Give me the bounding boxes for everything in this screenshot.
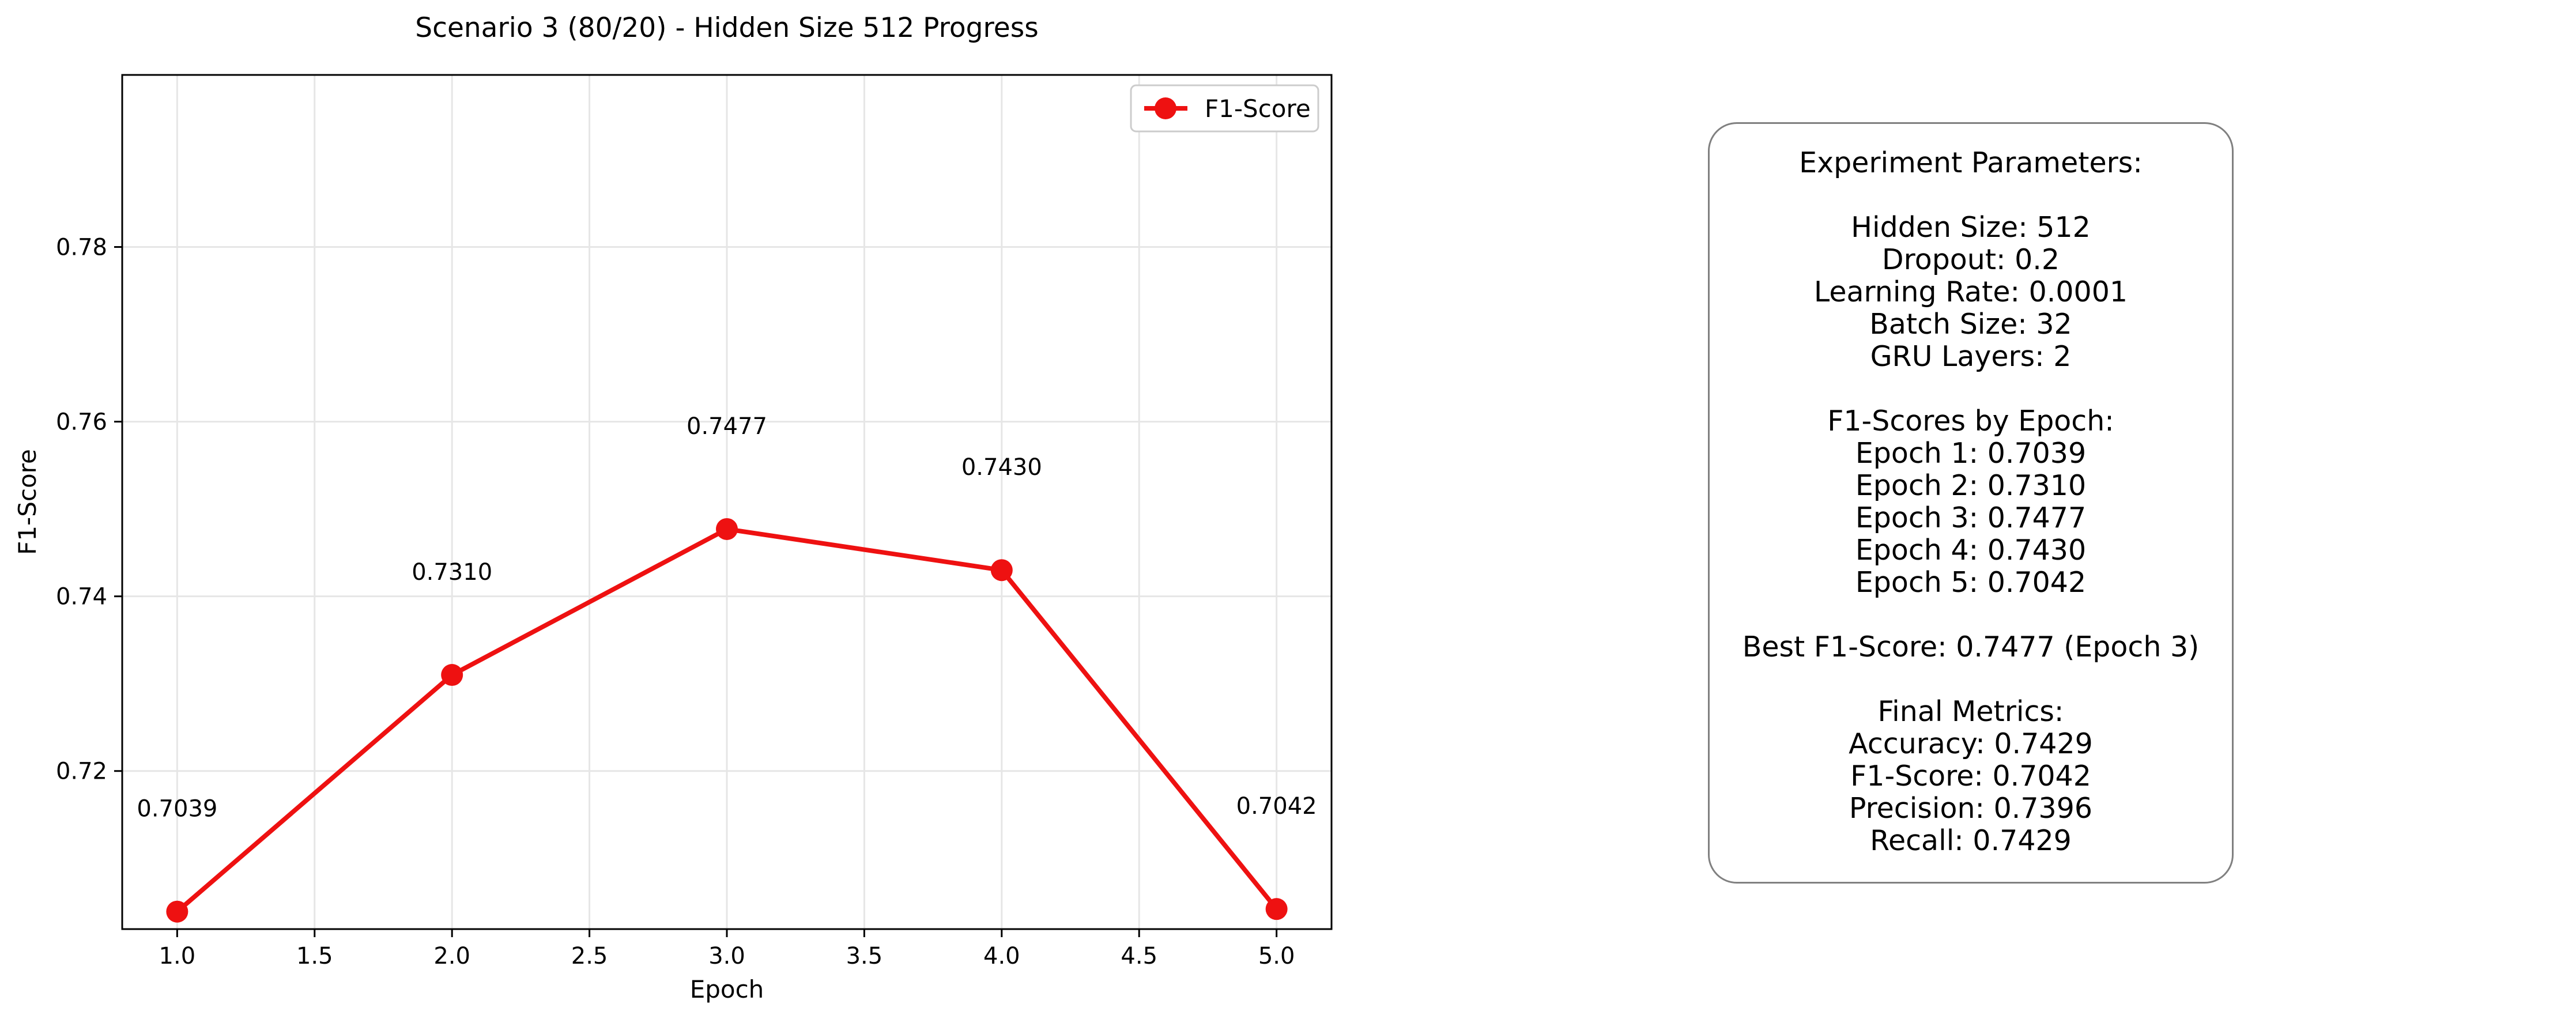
metric-recall: Recall: 0.7429 — [1870, 824, 2072, 857]
param-hidden-size: Hidden Size: 512 — [1851, 211, 2091, 244]
y-tick-label: 0.74 — [56, 584, 107, 610]
params-title: Experiment Parameters: — [1799, 146, 2143, 179]
data-label: 0.7310 — [412, 559, 492, 586]
chart-title: Scenario 3 (80/20) - Hidden Size 512 Pro… — [415, 12, 1038, 44]
axes: 1.0 1.5 2.0 2.5 3.0 3.5 4.0 4.5 5.0 0.72 0.74 0.76 0… — [56, 74, 1333, 969]
epoch-score: Epoch 1: 0.7039 — [1855, 437, 2087, 470]
data-label: 0.7477 — [687, 413, 767, 440]
x-tick-label: 2.0 — [433, 943, 470, 969]
param-learning-rate: Learning Rate: 0.0001 — [1813, 275, 2128, 308]
x-tick-label: 5.0 — [1258, 943, 1295, 969]
f1-by-epoch-heading: F1-Scores by Epoch: — [1827, 405, 2114, 437]
metric-precision: Precision: 0.7396 — [1849, 792, 2093, 825]
x-tick-label: 1.0 — [159, 943, 196, 969]
series-f1-score — [166, 518, 1288, 923]
y-tick-label: 0.72 — [56, 758, 107, 785]
legend-frame — [1130, 84, 1319, 133]
epoch-score: Epoch 4: 0.7430 — [1855, 534, 2087, 567]
epoch-score: Epoch 3: 0.7477 — [1855, 501, 2087, 534]
x-axis-label: Epoch — [690, 975, 764, 1003]
x-tick-label: 3.0 — [708, 943, 745, 969]
y-tick-label: 0.78 — [56, 235, 107, 261]
spacer — [1710, 179, 2232, 212]
x-tick-label: 4.5 — [1121, 943, 1157, 969]
data-label: 0.7042 — [1236, 793, 1317, 820]
experiment-parameters-panel: Experiment Parameters: Hidden Size: 512 … — [1708, 122, 2234, 884]
spacer — [1710, 373, 2232, 405]
metric-f1-score: F1-Score: 0.7042 — [1850, 760, 2091, 792]
x-tick-label: 2.5 — [571, 943, 608, 969]
y-axis-label: F1-Score — [13, 449, 42, 555]
grid-lines — [122, 75, 1332, 929]
data-point — [990, 559, 1013, 582]
legend: F1-Score — [1130, 84, 1319, 133]
param-dropout: Dropout: 0.2 — [1881, 243, 2060, 276]
x-tick-label: 1.5 — [296, 943, 333, 969]
spacer — [1710, 663, 2232, 696]
spacer — [1710, 599, 2232, 631]
epoch-score: Epoch 2: 0.7310 — [1855, 469, 2087, 502]
y-tick-label: 0.76 — [56, 409, 107, 436]
data-point — [1265, 898, 1288, 920]
data-label: 0.7039 — [137, 796, 217, 822]
data-labels: 0.7039 0.7310 0.7477 0.7430 0.7042 — [137, 413, 1317, 822]
data-point — [441, 664, 463, 686]
param-gru-layers: GRU Layers: 2 — [1870, 340, 2072, 373]
data-point — [166, 900, 188, 923]
epoch-score: Epoch 5: 0.7042 — [1855, 566, 2087, 599]
legend-label: F1-Score — [1205, 95, 1311, 123]
metric-accuracy: Accuracy: 0.7429 — [1849, 727, 2093, 760]
best-f1-score: Best F1-Score: 0.7477 (Epoch 3) — [1742, 631, 2200, 663]
data-label: 0.7430 — [961, 454, 1042, 481]
final-metrics-heading: Final Metrics: — [1877, 695, 2064, 728]
data-point — [716, 518, 738, 540]
legend-marker-swatch — [1155, 97, 1176, 119]
x-tick-label: 4.0 — [983, 943, 1020, 969]
x-tick-label: 3.5 — [846, 943, 883, 969]
param-batch-size: Batch Size: 32 — [1869, 308, 2072, 341]
